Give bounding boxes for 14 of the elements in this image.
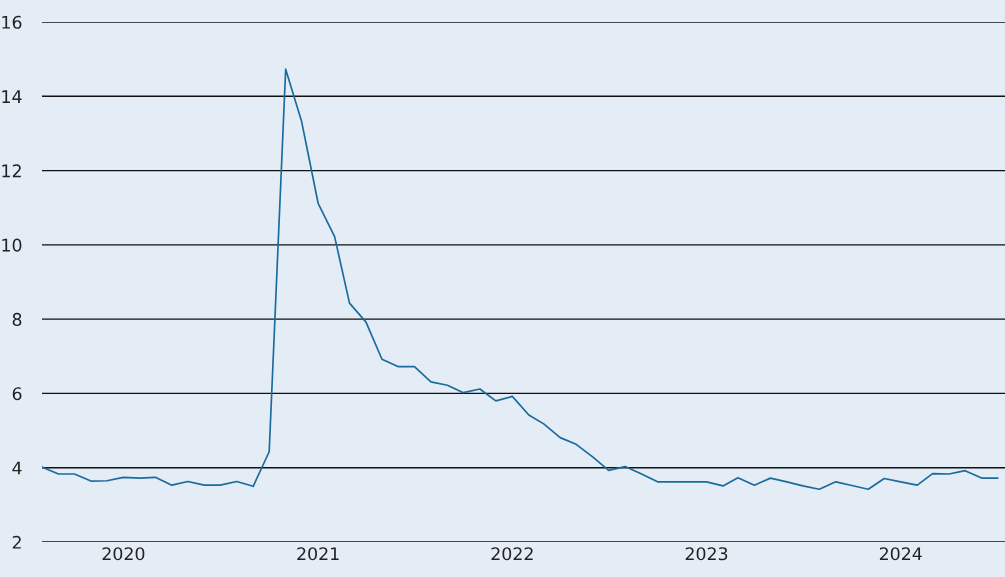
x-tick-label: 2023 <box>685 547 728 561</box>
y-tick-label: 16 <box>2 15 22 29</box>
y-tick-label: 6 <box>12 387 22 401</box>
y-tick-label: 4 <box>12 461 22 475</box>
x-tick-label: 2020 <box>102 547 145 561</box>
x-tick-label: 2024 <box>879 547 922 561</box>
y-tick-label: 2 <box>12 535 21 549</box>
y-tick-label: 14 <box>2 90 22 103</box>
y-tick-label: 10 <box>2 238 22 252</box>
x-tick-label: 2022 <box>491 547 533 561</box>
y-tick-label: 8 <box>12 312 22 326</box>
line-series <box>42 68 999 491</box>
y-tick-label: 12 <box>2 164 21 178</box>
x-tick-label: 2021 <box>297 547 339 561</box>
